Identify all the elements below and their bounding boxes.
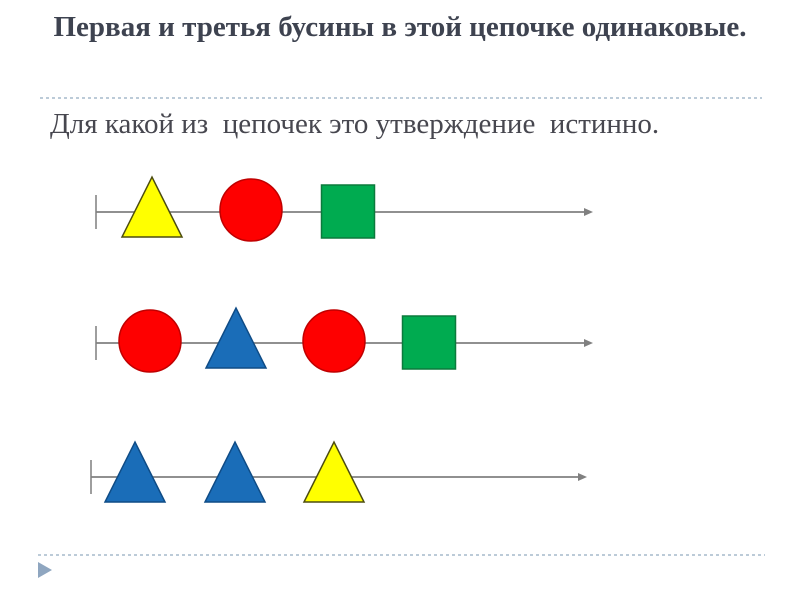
- bead-green-square: [320, 184, 376, 239]
- bead-green-square: [401, 315, 457, 370]
- chain-arrowhead-icon: [584, 339, 593, 347]
- bead-red-circle: [118, 309, 182, 373]
- question-text: Для какой из цепочек это утверждение ист…: [50, 108, 660, 140]
- chain-arrowhead-icon: [584, 208, 593, 216]
- top-dotted-separator: [40, 97, 762, 99]
- bead-blue-triangle: [103, 440, 167, 503]
- bead-blue-triangle: [203, 440, 267, 503]
- bead-yellow-triangle: [302, 440, 366, 503]
- chain-arrowhead-icon: [578, 473, 587, 481]
- slide-title: Первая и третья бусины в этой цепочке од…: [53, 11, 747, 43]
- slide-pointer-arrow-icon: [38, 562, 52, 578]
- bead-blue-triangle: [204, 306, 268, 369]
- chain-3: [90, 440, 587, 503]
- bead-yellow-triangle: [120, 175, 184, 238]
- bead-red-circle: [219, 178, 283, 242]
- bottom-dotted-separator: [38, 554, 765, 556]
- bead-red-circle: [302, 309, 366, 373]
- chain-2: [95, 306, 593, 373]
- chain-1: [95, 175, 593, 242]
